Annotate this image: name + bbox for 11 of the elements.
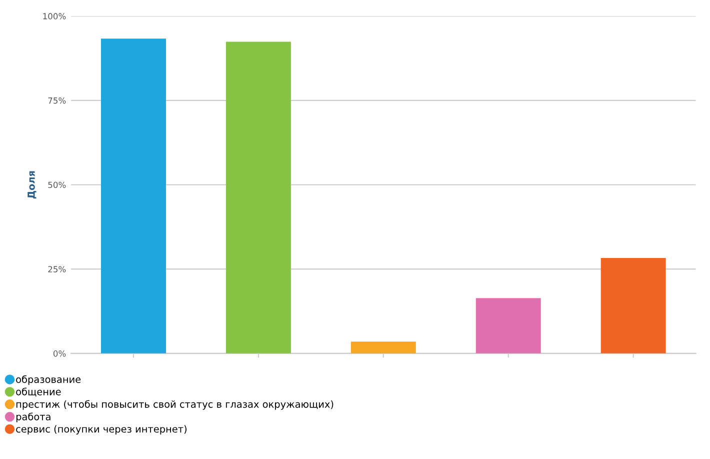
y-tick-label: 25% bbox=[48, 266, 66, 272]
y-tick-label: 0% bbox=[53, 350, 66, 357]
y-tick-label: 50% bbox=[48, 182, 66, 188]
y-tick-label: 75% bbox=[48, 97, 66, 104]
legend-label: сервис (покупки через интернет) bbox=[16, 425, 186, 435]
y-tick-label: 100% bbox=[43, 13, 66, 20]
legend-label: образование bbox=[16, 375, 81, 385]
y-axis-title: Доля bbox=[28, 171, 36, 199]
legend-label: работа bbox=[16, 412, 50, 422]
legend-label: общение bbox=[16, 388, 61, 397]
legend-label: престиж (чтобы повысить свой статус в глазах окружающих) bbox=[16, 400, 334, 410]
